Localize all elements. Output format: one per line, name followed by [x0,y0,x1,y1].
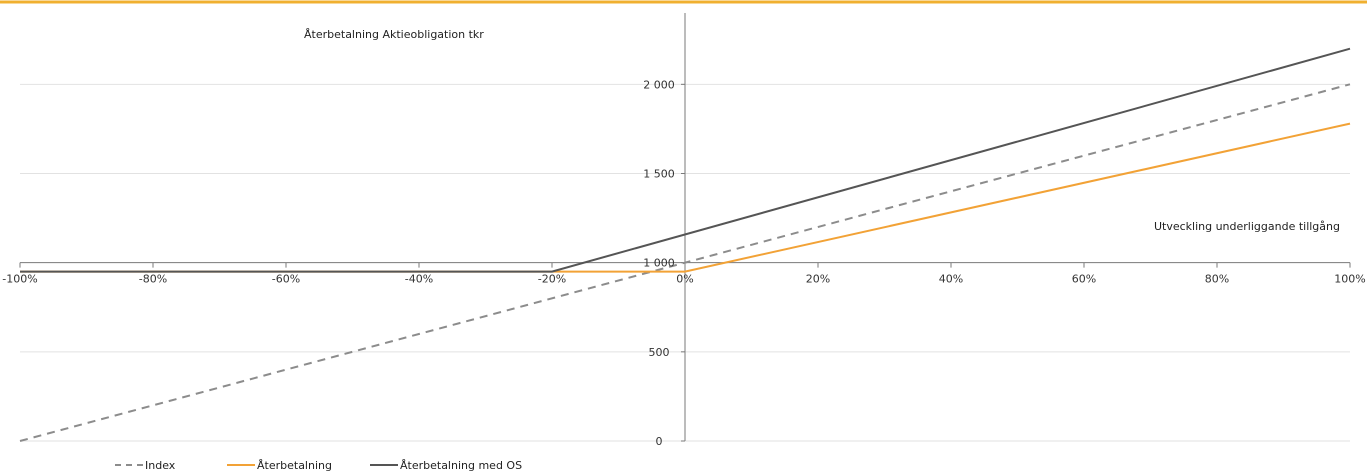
series-line-aterbetalning-med-os [20,47,1351,273]
x-tick-label: 60% [1072,273,1096,286]
chart-title: Återbetalning Aktieobligation tkr [304,28,484,41]
x-tick-label: 100% [1334,273,1365,286]
tick-labels: -100% -80% -60% -40% -20% 0% 20% 40% 60% 80% 100% 0… [2,78,1365,448]
series-line-index [19,83,1351,442]
x-tick-label: 80% [1205,273,1229,286]
legend-item-aterbetalning: Återbetalning [227,459,332,472]
y-tick-label: 1 000 [643,257,675,270]
axes [19,13,1351,442]
x-tick-label: -80% [139,273,167,286]
y-tick-label: 500 [649,346,670,359]
legend-label: Index [145,459,176,472]
x-tick-label: -100% [2,273,37,286]
y-tick-label: 1 500 [643,168,675,181]
legend: Index Återbetalning Återbetalning med OS [115,459,522,472]
x-tick-label: 20% [806,273,830,286]
x-tick-label: -20% [538,273,566,286]
x-tick-label: 0% [676,273,693,286]
y-tick-label: 2 000 [643,78,675,91]
x-tick-label: 40% [939,273,963,286]
legend-item-aterbetalning-med-os: Återbetalning med OS [370,459,522,472]
series-lines [19,47,1351,442]
x-tick-label: -40% [405,273,433,286]
x-axis-label: Utveckling underliggande tillgång [1154,220,1340,233]
x-tick-label: -60% [272,273,300,286]
y-tick-label: 0 [656,435,663,448]
legend-label: Återbetalning [257,459,332,472]
legend-item-index: Index [115,459,176,472]
legend-label: Återbetalning med OS [400,459,522,472]
